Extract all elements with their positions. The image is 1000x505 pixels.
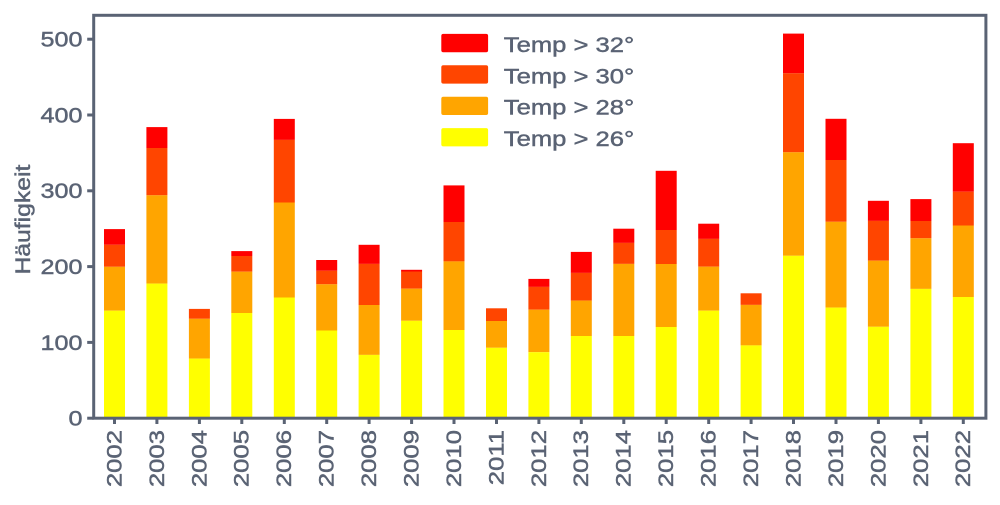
- svg-text:Temp > 32°: Temp > 32°: [504, 34, 634, 58]
- svg-text:2013: 2013: [570, 430, 594, 487]
- svg-text:2004: 2004: [188, 430, 212, 487]
- svg-text:2021: 2021: [910, 430, 934, 487]
- svg-text:2005: 2005: [231, 430, 255, 487]
- svg-text:Temp > 28°: Temp > 28°: [504, 97, 634, 121]
- svg-text:Temp > 30°: Temp > 30°: [504, 65, 634, 89]
- svg-text:2012: 2012: [528, 430, 552, 487]
- svg-text:Häufigkeit: Häufigkeit: [11, 164, 35, 274]
- svg-text:400: 400: [41, 103, 83, 127]
- svg-text:2011: 2011: [485, 430, 509, 485]
- svg-text:2002: 2002: [103, 430, 127, 487]
- svg-text:2016: 2016: [697, 430, 721, 487]
- svg-text:2019: 2019: [825, 430, 849, 487]
- svg-text:2018: 2018: [782, 430, 806, 487]
- svg-text:Temp > 26°: Temp > 26°: [504, 128, 634, 152]
- svg-text:2003: 2003: [146, 430, 170, 487]
- svg-text:100: 100: [41, 330, 83, 354]
- svg-text:2010: 2010: [443, 430, 467, 487]
- svg-text:2017: 2017: [740, 430, 764, 487]
- svg-text:2020: 2020: [867, 430, 891, 487]
- svg-text:200: 200: [41, 255, 83, 279]
- svg-text:2022: 2022: [952, 430, 976, 487]
- svg-text:2014: 2014: [613, 430, 637, 487]
- svg-text:2006: 2006: [273, 430, 297, 487]
- svg-text:300: 300: [41, 179, 83, 203]
- svg-text:0: 0: [69, 406, 83, 430]
- svg-text:2008: 2008: [358, 430, 382, 487]
- svg-text:500: 500: [41, 27, 83, 51]
- svg-text:2009: 2009: [400, 430, 424, 487]
- svg-text:2015: 2015: [655, 430, 679, 487]
- svg-text:2007: 2007: [315, 430, 339, 487]
